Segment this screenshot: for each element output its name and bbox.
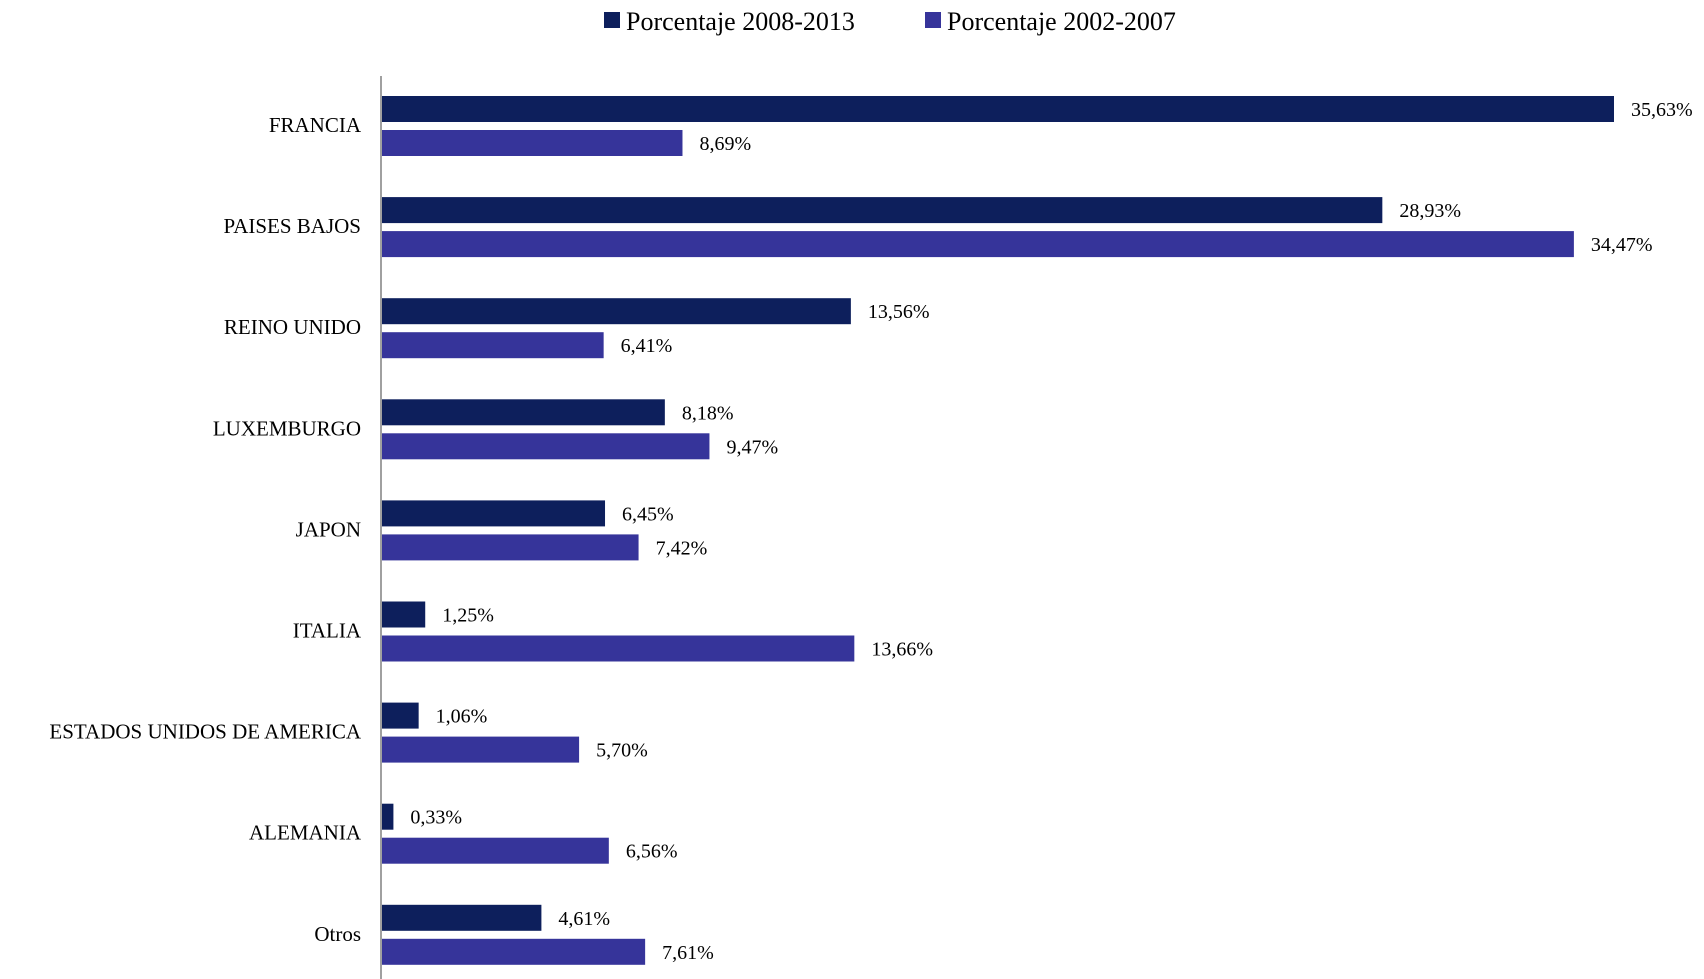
data-label-series-2: 6,56% xyxy=(626,841,678,863)
bar-series-2 xyxy=(382,130,683,156)
data-label-series-2: 34,47% xyxy=(1591,234,1653,256)
category-label: ALEMANIA xyxy=(249,821,362,845)
bar-series-1 xyxy=(382,904,542,931)
bar-series-2 xyxy=(382,837,609,864)
bar-series-1 xyxy=(382,197,1383,224)
data-label-series-2: 7,42% xyxy=(656,537,708,559)
data-label-series-2: 5,70% xyxy=(596,740,648,762)
data-label-series-1: 35,63% xyxy=(1631,99,1693,121)
bar-series-2 xyxy=(382,938,646,965)
bar-series-2 xyxy=(382,332,604,359)
legend-swatch-series-1 xyxy=(604,12,620,28)
bar-series-1 xyxy=(382,500,606,527)
legend-swatch-series-2 xyxy=(925,12,941,28)
data-label-series-1: 28,93% xyxy=(1399,200,1461,222)
data-label-series-2: 7,61% xyxy=(662,942,714,964)
category-label: REINO UNIDO xyxy=(224,315,361,339)
plot-area: FRANCIA 35,63% 8,69% PAISES BAJOS 28,93% 34,4… xyxy=(49,96,1693,965)
data-label-series-2: 9,47% xyxy=(726,436,778,458)
data-label-series-2: 6,41% xyxy=(621,335,673,357)
data-label-series-2: 8,69% xyxy=(699,133,751,155)
bar-series-2 xyxy=(382,534,639,561)
bar-series-1 xyxy=(382,96,1614,122)
category-label: JAPON xyxy=(296,517,361,541)
bar-series-1 xyxy=(382,399,665,426)
data-label-series-1: 13,56% xyxy=(868,301,930,323)
data-label-series-1: 4,61% xyxy=(558,908,610,930)
data-label-series-1: 8,18% xyxy=(682,402,734,424)
bar-series-2 xyxy=(382,736,580,763)
legend-label-series-1: Porcentaje 2008-2013 xyxy=(626,7,855,36)
category-label: ESTADOS UNIDOS DE AMERICA xyxy=(49,720,361,744)
legend: Porcentaje 2008-2013 Porcentaje 2002-200… xyxy=(604,7,1176,36)
bar-series-1 xyxy=(382,702,419,729)
bar-series-2 xyxy=(382,635,855,662)
data-label-series-1: 0,33% xyxy=(410,807,462,829)
category-label: LUXEMBURGO xyxy=(213,416,361,440)
bar-series-2 xyxy=(382,231,1574,258)
data-label-series-1: 1,25% xyxy=(442,605,494,627)
data-label-series-1: 1,06% xyxy=(436,706,488,728)
data-label-series-2: 13,66% xyxy=(871,639,933,661)
bar-series-2 xyxy=(382,433,710,460)
category-label: PAISES BAJOS xyxy=(223,214,361,238)
data-label-series-1: 6,45% xyxy=(622,503,674,525)
bar-series-1 xyxy=(382,803,394,830)
legend-label-series-2: Porcentaje 2002-2007 xyxy=(947,7,1176,36)
category-label: ITALIA xyxy=(293,619,362,643)
category-label: FRANCIA xyxy=(269,113,362,137)
category-label: Otros xyxy=(314,922,361,946)
bar-series-1 xyxy=(382,601,426,628)
bar-series-1 xyxy=(382,298,851,325)
